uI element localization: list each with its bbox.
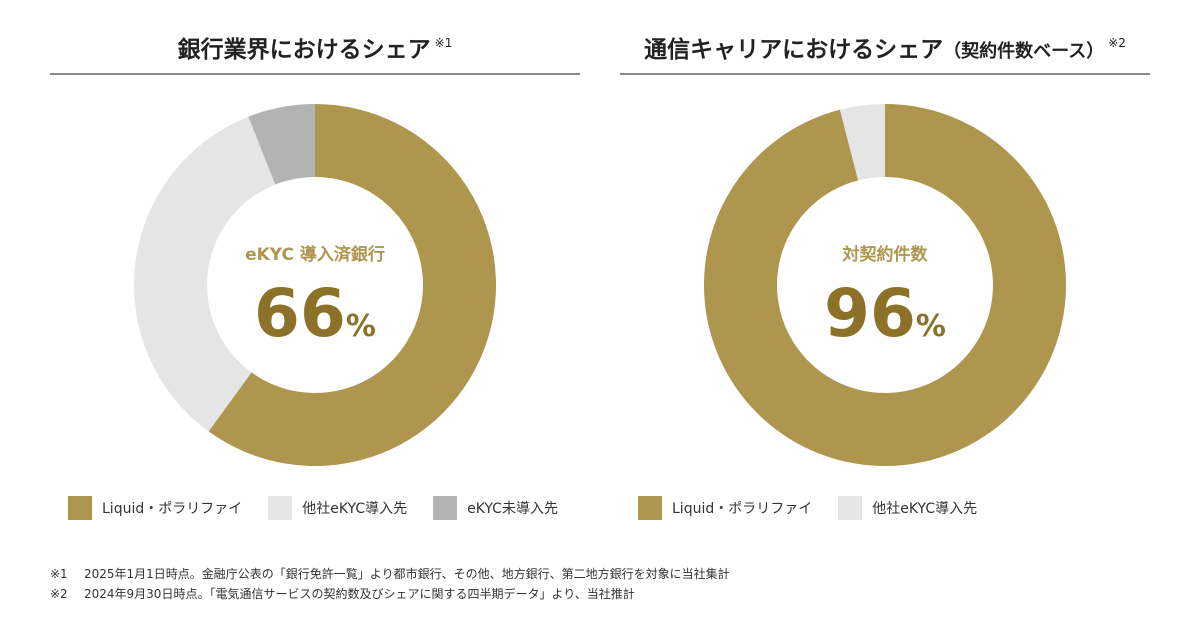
carrier-title-text: 通信キャリアにおけるシェア bbox=[644, 37, 944, 63]
legend-swatch-no-ekyc bbox=[433, 496, 458, 520]
carrier-donut-chart: 対契約件数 96% bbox=[704, 104, 1066, 466]
bank-title-note: ※1 bbox=[434, 36, 453, 50]
bank-center-caption: eKYC 導入済銀行 bbox=[245, 244, 385, 265]
legend-item-liquid: Liquid・ポラリファイ bbox=[638, 496, 812, 520]
bank-title-rule bbox=[50, 73, 580, 75]
bank-donut-chart: eKYC 導入済銀行 66% bbox=[134, 104, 496, 466]
carrier-center-caption: 対契約件数 bbox=[842, 244, 929, 265]
carrier-title-note: ※2 bbox=[1108, 36, 1126, 50]
carrier-center-number: 96 bbox=[824, 275, 916, 352]
legend-label: eKYC未導入先 bbox=[467, 501, 558, 517]
footnote-mark: ※2 bbox=[50, 587, 68, 601]
footnotes: ※1 2025年1月1日時点。金融庁公表の「銀行免許一覧」より都市銀行、その他、地… bbox=[50, 564, 730, 604]
legend-swatch-other-ekyc bbox=[268, 496, 293, 520]
legend-label: Liquid・ポラリファイ bbox=[102, 501, 243, 517]
legend-swatch-liquid bbox=[68, 496, 92, 520]
legend-item-liquid: Liquid・ポラリファイ bbox=[68, 496, 242, 520]
bank-share-title: 銀行業界におけるシェア ※1 bbox=[50, 30, 580, 64]
carrier-title-rule bbox=[620, 73, 1150, 75]
carrier-share-panel: 通信キャリアにおけるシェア（契約件数ベース） ※2 対契約件数 96% Liqui… bbox=[620, 0, 1150, 540]
carrier-title-paren: （契約件数ベース） bbox=[943, 41, 1105, 62]
legend-item-no-ekyc: eKYC未導入先 bbox=[433, 496, 558, 520]
footnote-text: 2024年9月30日時点。「電気通信サービスの契約数及びシェアに関する四半期デー… bbox=[84, 587, 635, 601]
donut-slice-1-1 bbox=[839, 104, 885, 181]
footnote-mark: ※1 bbox=[50, 567, 68, 581]
bank-center-number: 66 bbox=[254, 275, 346, 352]
footnote-text: 2025年1月1日時点。金融庁公表の「銀行免許一覧」より都市銀行、その他、地方銀… bbox=[84, 567, 730, 581]
bank-legend: Liquid・ポラリファイ 他社eKYC導入先 eKYC未導入先 bbox=[68, 496, 584, 520]
legend-item-other-ekyc: 他社eKYC導入先 bbox=[838, 496, 977, 520]
legend-label: 他社eKYC導入先 bbox=[872, 501, 978, 517]
carrier-legend: Liquid・ポラリファイ 他社eKYC導入先 bbox=[638, 496, 1003, 520]
legend-swatch-liquid bbox=[638, 496, 662, 520]
bank-share-panel: 銀行業界におけるシェア ※1 eKYC 導入済銀行 66% Liquid・ポラリフ… bbox=[50, 0, 580, 540]
carrier-center-value: 96% bbox=[824, 275, 946, 352]
carrier-share-title: 通信キャリアにおけるシェア（契約件数ベース） ※2 bbox=[620, 30, 1150, 64]
bank-center-value: 66% bbox=[254, 275, 376, 352]
footnote-2: ※2 2024年9月30日時点。「電気通信サービスの契約数及びシェアに関する四半期… bbox=[50, 584, 730, 604]
legend-swatch-other-ekyc bbox=[838, 496, 863, 520]
donut-slice-0-1 bbox=[134, 116, 276, 432]
legend-label: Liquid・ポラリファイ bbox=[672, 501, 813, 517]
bank-title-text: 銀行業界におけるシェア bbox=[177, 37, 431, 63]
footnote-1: ※1 2025年1月1日時点。金融庁公表の「銀行免許一覧」より都市銀行、その他、地… bbox=[50, 564, 730, 584]
carrier-center-unit: % bbox=[916, 309, 946, 344]
legend-item-other-ekyc: 他社eKYC導入先 bbox=[268, 496, 407, 520]
donut-slice-1-0 bbox=[704, 104, 1066, 466]
bank-center-unit: % bbox=[346, 309, 376, 344]
legend-label: 他社eKYC導入先 bbox=[302, 501, 408, 517]
donut-slice-0-2 bbox=[248, 104, 315, 185]
donut-slice-0-0 bbox=[208, 104, 496, 466]
